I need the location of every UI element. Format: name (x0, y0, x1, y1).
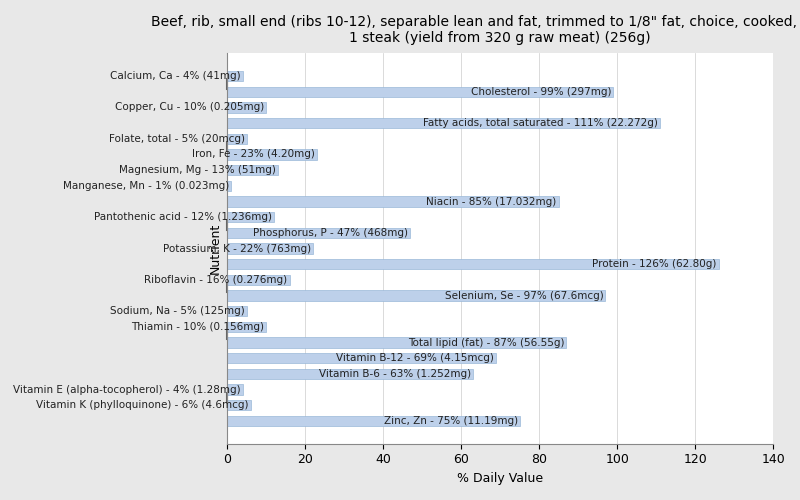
X-axis label: % Daily Value: % Daily Value (457, 472, 543, 485)
Bar (227, 86, 614, 97)
Text: Total lipid (fat) - 87% (56.55g): Total lipid (fat) - 87% (56.55g) (408, 338, 565, 347)
Text: Protein - 126% (62.80g): Protein - 126% (62.80g) (592, 259, 717, 269)
Bar (227, 290, 606, 300)
Bar (227, 196, 558, 206)
Text: Folate, total - 5% (20mcg): Folate, total - 5% (20mcg) (109, 134, 245, 144)
Bar (227, 416, 520, 426)
Bar (227, 165, 278, 175)
Bar (227, 102, 266, 113)
Bar (227, 180, 231, 191)
Text: Sodium, Na - 5% (125mg): Sodium, Na - 5% (125mg) (110, 306, 245, 316)
Title: Beef, rib, small end (ribs 10-12), separable lean and fat, trimmed to 1/8" fat, : Beef, rib, small end (ribs 10-12), separ… (151, 15, 800, 45)
Bar (227, 322, 266, 332)
Bar (227, 384, 242, 394)
Bar (227, 134, 246, 144)
Bar (227, 338, 566, 347)
Text: Fatty acids, total saturated - 111% (22.272g): Fatty acids, total saturated - 111% (22.… (423, 118, 658, 128)
Text: Vitamin K (phylloquinone) - 6% (4.6mcg): Vitamin K (phylloquinone) - 6% (4.6mcg) (36, 400, 249, 410)
Text: Iron, Fe - 23% (4.20mg): Iron, Fe - 23% (4.20mg) (192, 150, 315, 160)
Bar (227, 244, 313, 254)
Text: Copper, Cu - 10% (0.205mg): Copper, Cu - 10% (0.205mg) (115, 102, 264, 113)
Bar (227, 306, 246, 316)
Text: Manganese, Mn - 1% (0.023mg): Manganese, Mn - 1% (0.023mg) (63, 181, 229, 191)
Y-axis label: Nutrient: Nutrient (209, 223, 222, 274)
Text: Cholesterol - 99% (297mg): Cholesterol - 99% (297mg) (470, 87, 611, 97)
Text: Niacin - 85% (17.032mg): Niacin - 85% (17.032mg) (426, 196, 557, 206)
Text: Magnesium, Mg - 13% (51mg): Magnesium, Mg - 13% (51mg) (119, 165, 276, 175)
Text: Vitamin B-6 - 63% (1.252mg): Vitamin B-6 - 63% (1.252mg) (318, 369, 471, 379)
Text: Thiamin - 10% (0.156mg): Thiamin - 10% (0.156mg) (131, 322, 264, 332)
Bar (227, 71, 242, 81)
Text: Potassium, K - 22% (763mg): Potassium, K - 22% (763mg) (163, 244, 311, 254)
Bar (227, 353, 496, 364)
Bar (227, 228, 410, 238)
Bar (227, 369, 473, 379)
Text: Zinc, Zn - 75% (11.19mg): Zinc, Zn - 75% (11.19mg) (383, 416, 518, 426)
Bar (227, 259, 718, 270)
Text: Selenium, Se - 97% (67.6mcg): Selenium, Se - 97% (67.6mcg) (445, 290, 603, 300)
Text: Phosphorus, P - 47% (468mg): Phosphorus, P - 47% (468mg) (254, 228, 409, 238)
Text: Riboflavin - 16% (0.276mg): Riboflavin - 16% (0.276mg) (145, 275, 287, 285)
Bar (227, 400, 250, 410)
Bar (227, 150, 317, 160)
Bar (227, 275, 290, 285)
Text: Vitamin B-12 - 69% (4.15mcg): Vitamin B-12 - 69% (4.15mcg) (336, 353, 494, 363)
Bar (227, 118, 660, 128)
Text: Vitamin E (alpha-tocopherol) - 4% (1.28mg): Vitamin E (alpha-tocopherol) - 4% (1.28m… (13, 384, 241, 394)
Bar (227, 212, 274, 222)
Text: Pantothenic acid - 12% (1.236mg): Pantothenic acid - 12% (1.236mg) (94, 212, 272, 222)
Text: Calcium, Ca - 4% (41mg): Calcium, Ca - 4% (41mg) (110, 71, 241, 81)
